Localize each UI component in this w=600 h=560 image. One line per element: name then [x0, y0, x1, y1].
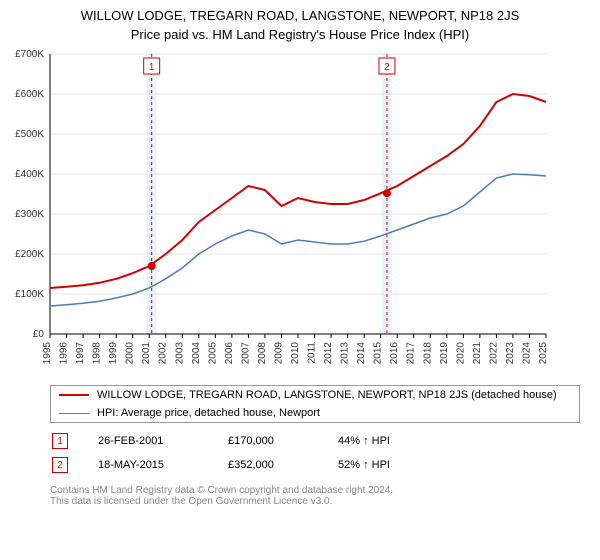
svg-text:2004: 2004	[191, 342, 202, 365]
title-block: WILLOW LODGE, TREGARN ROAD, LANGSTONE, N…	[0, 0, 600, 44]
svg-text:2019: 2019	[439, 342, 450, 365]
svg-text:2016: 2016	[389, 342, 400, 365]
sale-marker: 1	[52, 433, 68, 449]
svg-text:£500K: £500K	[15, 129, 44, 140]
footer-line-2: This data is licensed under the Open Gov…	[50, 496, 580, 507]
chart-area: £0 £100K £200K £300K £400K £500K £600K £700K 199…	[0, 44, 600, 379]
svg-text:2023: 2023	[505, 342, 516, 365]
sale-date: 26-FEB-2001	[98, 435, 198, 447]
svg-text:£300K: £300K	[15, 209, 44, 220]
svg-text:2007: 2007	[240, 342, 251, 365]
sale-price: £352,000	[228, 459, 308, 471]
svg-text:2018: 2018	[422, 342, 433, 365]
svg-text:£100K: £100K	[15, 289, 44, 300]
chart-title: WILLOW LODGE, TREGARN ROAD, LANGSTONE, N…	[10, 8, 590, 23]
svg-text:1998: 1998	[92, 342, 103, 365]
svg-text:2006: 2006	[224, 342, 235, 365]
chart-subtitle: Price paid vs. HM Land Registry's House …	[10, 27, 590, 42]
sales-table: 1 26-FEB-2001 £170,000 44% ↑ HPI 2 18-MAY-201…	[50, 429, 580, 477]
svg-text:2020: 2020	[455, 342, 466, 365]
svg-text:2024: 2024	[521, 342, 532, 365]
svg-text:£200K: £200K	[15, 249, 44, 260]
svg-text:2000: 2000	[125, 342, 136, 365]
svg-text:2001: 2001	[141, 342, 152, 365]
svg-text:2014: 2014	[356, 342, 367, 365]
svg-text:2011: 2011	[307, 342, 318, 364]
sale-pct: 44% ↑ HPI	[338, 435, 390, 447]
svg-text:1999: 1999	[108, 342, 119, 365]
svg-text:2005: 2005	[207, 342, 218, 365]
svg-text:1995: 1995	[42, 342, 53, 365]
price-chart: £0 £100K £200K £300K £400K £500K £600K £700K 199…	[0, 44, 560, 374]
svg-text:2003: 2003	[174, 342, 185, 365]
legend-label: HPI: Average price, detached house, Newp…	[97, 407, 320, 419]
svg-text:2008: 2008	[257, 342, 268, 365]
svg-text:2009: 2009	[273, 342, 284, 365]
footer-line-1: Contains HM Land Registry data © Crown c…	[50, 485, 580, 496]
legend-item: HPI: Average price, detached house, Newp…	[51, 404, 579, 422]
svg-text:£600K: £600K	[15, 89, 44, 100]
page-root: WILLOW LODGE, TREGARN ROAD, LANGSTONE, N…	[0, 0, 600, 507]
legend: WILLOW LODGE, TREGARN ROAD, LANGSTONE, N…	[50, 385, 580, 423]
svg-text:2: 2	[384, 62, 390, 73]
legend-label: WILLOW LODGE, TREGARN ROAD, LANGSTONE, N…	[97, 389, 557, 401]
legend-swatch	[59, 394, 89, 396]
svg-text:2015: 2015	[373, 342, 384, 365]
sale-price: £170,000	[228, 435, 308, 447]
svg-text:2010: 2010	[290, 342, 301, 365]
svg-text:£0: £0	[33, 329, 45, 340]
sale-row: 2 18-MAY-2015 £352,000 52% ↑ HPI	[50, 453, 580, 477]
svg-text:2002: 2002	[158, 342, 169, 365]
svg-text:2025: 2025	[538, 342, 549, 365]
svg-text:2013: 2013	[340, 342, 351, 365]
svg-text:1996: 1996	[59, 342, 70, 365]
sale-pct: 52% ↑ HPI	[338, 459, 390, 471]
svg-text:2021: 2021	[472, 342, 483, 365]
sale-marker: 2	[52, 457, 68, 473]
sale-date: 18-MAY-2015	[98, 459, 198, 471]
svg-text:£400K: £400K	[15, 169, 44, 180]
sale-row: 1 26-FEB-2001 £170,000 44% ↑ HPI	[50, 429, 580, 453]
svg-text:£700K: £700K	[15, 49, 44, 60]
svg-text:1: 1	[149, 62, 155, 73]
svg-text:2017: 2017	[406, 342, 417, 365]
svg-text:2022: 2022	[488, 342, 499, 365]
footer-attribution: Contains HM Land Registry data © Crown c…	[50, 485, 580, 507]
svg-text:1997: 1997	[75, 342, 86, 365]
legend-swatch	[59, 413, 89, 414]
svg-text:2012: 2012	[323, 342, 334, 365]
legend-item: WILLOW LODGE, TREGARN ROAD, LANGSTONE, N…	[51, 386, 579, 404]
